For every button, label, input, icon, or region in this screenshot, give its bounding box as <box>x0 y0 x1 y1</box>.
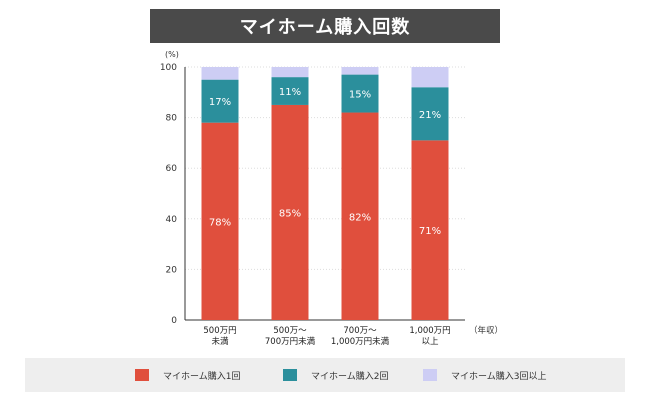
legend-label-three-plus: マイホーム購入3回以上 <box>451 371 547 382</box>
legend-label-once: マイホーム購入1回 <box>163 371 241 382</box>
chart-title: マイホーム購入回数 <box>150 9 500 43</box>
y-axis-unit-label: (%) <box>165 50 179 59</box>
legend-swatch-once <box>135 369 149 381</box>
bar-segment <box>271 77 309 105</box>
bar-segment <box>341 74 379 113</box>
y-tick-label: 60 <box>166 164 178 174</box>
y-tick-label: 100 <box>160 63 177 73</box>
bar-segment <box>411 140 449 320</box>
x-tick-label: 未満 <box>211 336 229 347</box>
data-label: 78% <box>209 217 231 228</box>
legend-item-three-plus: マイホーム購入3回以上 <box>423 368 546 382</box>
bar-segment <box>201 67 239 80</box>
y-tick-label: 80 <box>166 114 178 124</box>
legend-item-twice: マイホーム購入2回 <box>283 368 388 382</box>
legend-swatch-three-plus <box>423 369 437 381</box>
legend: マイホーム購入1回 マイホーム購入2回 マイホーム購入3回以上 <box>25 358 625 392</box>
legend-item-once: マイホーム購入1回 <box>135 368 240 382</box>
x-tick-label: 500万～ <box>273 326 307 336</box>
bar-segment <box>271 67 309 78</box>
x-tick-label: 500万円 <box>203 326 236 336</box>
x-tick-label: 以上 <box>421 337 439 347</box>
bar-segment <box>201 79 239 123</box>
bar-segment <box>341 67 379 75</box>
data-label: 85% <box>279 208 301 219</box>
y-tick-label: 0 <box>171 316 177 326</box>
x-tick-label: 700万～ <box>343 326 377 336</box>
legend-label-twice: マイホーム購入2回 <box>311 371 389 382</box>
bar-segment <box>271 104 309 320</box>
data-label: 15% <box>349 90 371 101</box>
bar-segment <box>201 122 239 320</box>
data-label: 21% <box>419 110 441 121</box>
y-tick-label: 20 <box>166 265 178 275</box>
bar-segment <box>411 87 449 141</box>
data-label: 82% <box>349 212 371 223</box>
x-tick-label: 1,000万円未満 <box>331 336 390 347</box>
legend-swatch-twice <box>283 369 297 381</box>
x-axis-unit-label: （年収） <box>469 325 503 336</box>
bar-segment <box>411 67 449 88</box>
y-tick-label: 40 <box>166 215 178 225</box>
data-label: 17% <box>209 97 231 108</box>
bar-segment <box>341 112 379 320</box>
data-label: 11% <box>279 87 301 98</box>
x-tick-label: 700万円未満 <box>265 336 316 347</box>
stacked-bar-chart: 020406080100(%)78%17%500万円未満85%11%500万～7… <box>160 50 503 347</box>
x-tick-label: 1,000万円 <box>409 326 450 336</box>
data-label: 71% <box>419 226 441 237</box>
